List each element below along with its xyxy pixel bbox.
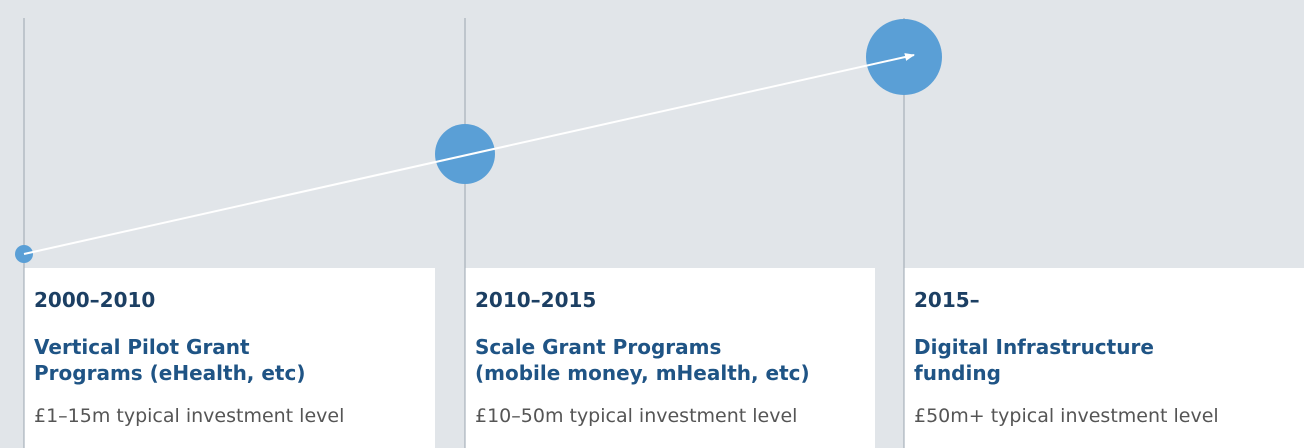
stage-card: 2010–2015 Scale Grant Programs (mobile m…	[465, 268, 875, 448]
stage-period: 2000–2010	[34, 288, 156, 312]
title-line: funding	[914, 361, 1001, 385]
stage-investment: £1–15m typical investment level	[34, 405, 345, 427]
title-line: (mobile money, mHealth, etc)	[475, 361, 810, 385]
stage-card: 2015– Digital Infrastructure funding £50…	[904, 268, 1304, 448]
stage-investment: £50m+ typical investment level	[914, 405, 1219, 427]
stage-title: Scale Grant Programs (mobile money, mHea…	[475, 334, 810, 386]
title-line: Scale Grant Programs	[475, 335, 722, 359]
title-line: Programs (eHealth, etc)	[34, 361, 306, 385]
stage-card: 2000–2010 Vertical Pilot Grant Programs …	[24, 268, 435, 448]
stage-period: 2015–	[914, 288, 980, 312]
stage-title: Vertical Pilot Grant Programs (eHealth, …	[34, 334, 305, 386]
stage-title: Digital Infrastructure funding	[914, 334, 1154, 386]
stage-period: 2010–2015	[475, 288, 597, 312]
stage-circle	[435, 124, 495, 184]
title-line: Vertical Pilot Grant	[34, 335, 250, 359]
stage-investment: £10–50m typical investment level	[475, 405, 798, 427]
growth-arrow	[23, 53, 915, 255]
title-line: Digital Infrastructure	[914, 335, 1154, 359]
